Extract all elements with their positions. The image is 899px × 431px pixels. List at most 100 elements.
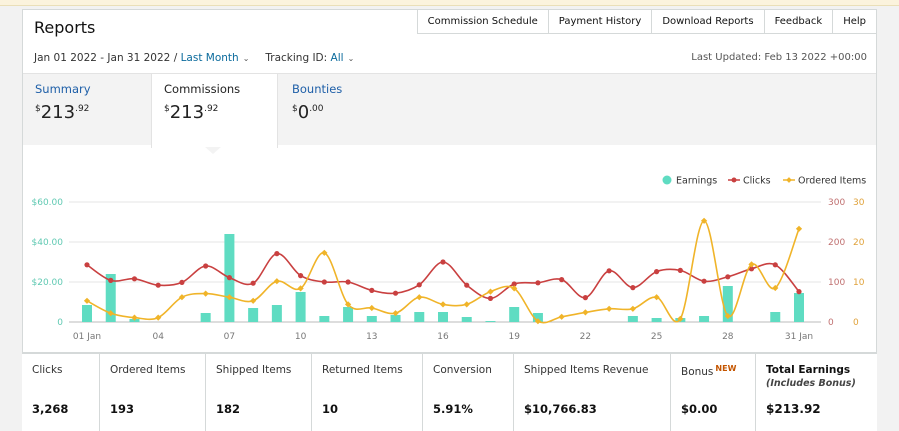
stat-label: Shipped Items Revenue	[524, 364, 649, 376]
ordered-items-point	[558, 313, 565, 320]
ordered-items-point	[250, 297, 257, 304]
clicks-point	[298, 273, 304, 279]
ordered-items-point	[463, 301, 470, 308]
stat-label: Returned Items	[322, 364, 403, 376]
x-tick-label: 19	[508, 332, 520, 342]
stat-bonus: Bonus NEW $0.00	[671, 354, 756, 431]
stat-value: 193	[110, 402, 135, 416]
legend-label: Earnings	[676, 176, 717, 187]
tab-commissions[interactable]: Commissions $213.92	[151, 74, 278, 148]
y-clicks-tick-label: 300	[828, 198, 845, 208]
x-tick-label: 10	[295, 332, 307, 342]
earnings-bar	[105, 274, 116, 322]
x-tick-label: 22	[580, 332, 591, 342]
clicks-point	[416, 282, 422, 288]
clicks-point	[345, 279, 351, 285]
earnings-bar	[366, 316, 377, 322]
ordered-items-point	[487, 288, 494, 295]
clicks-point	[440, 259, 446, 265]
clicks-point	[701, 278, 707, 284]
clicks-point	[155, 282, 161, 288]
stat-label: Total Earnings	[766, 364, 851, 376]
earnings-bar	[461, 317, 472, 322]
clicks-point	[582, 295, 589, 301]
tab-summary-label[interactable]: Summary	[35, 82, 91, 96]
tab-bounties-label[interactable]: Bounties	[292, 82, 343, 96]
filters-bar: Jan 01 2022 - Jan 31 2022 / Last Month ⌄…	[34, 52, 370, 64]
stat-value: 3,268	[32, 402, 69, 416]
y-clicks-tick-label: 100	[828, 278, 845, 288]
top-strip	[0, 0, 899, 6]
earnings-chart: 0 0 0 $20.00 100 10 $40.00 200 20 $60.00 300 30 01 J…	[32, 175, 866, 342]
nav-payment-history[interactable]: Payment History	[547, 10, 652, 33]
tab-summary[interactable]: Summary $213.92	[23, 74, 151, 146]
earnings-bar	[627, 316, 638, 322]
legend-label: Ordered Items	[798, 176, 866, 187]
ordered-items-point	[606, 305, 613, 312]
clicks-point	[179, 279, 185, 285]
chevron-down-icon[interactable]: ⌄	[347, 53, 355, 63]
earnings-bar	[248, 308, 259, 322]
earnings-bar	[343, 307, 354, 322]
clicks-point	[108, 277, 114, 283]
stat-value: $213.92	[766, 402, 821, 416]
earnings-bar	[295, 292, 306, 322]
y-left-tick-label: $60.00	[32, 198, 64, 208]
period-dropdown[interactable]: Last Month	[180, 52, 239, 64]
clicks-point	[654, 269, 660, 275]
clicks-point	[606, 268, 612, 274]
nav-help[interactable]: Help	[832, 10, 876, 33]
y-items-tick-label: 10	[853, 278, 865, 288]
legend-marker	[662, 175, 672, 185]
earnings-bar	[485, 321, 496, 322]
nav-commission-schedule[interactable]: Commission Schedule	[417, 10, 548, 33]
ordered-items-point	[83, 297, 91, 304]
nav-feedback[interactable]: Feedback	[763, 10, 833, 33]
legend-marker	[786, 177, 792, 183]
earnings-bar	[532, 313, 543, 322]
tab-commissions-value: $213.92	[164, 102, 219, 123]
clicks-point	[84, 262, 90, 268]
earnings-bar	[722, 286, 733, 322]
stat-returned-items: Returned Items 10	[312, 354, 423, 431]
tracking-label: Tracking ID:	[265, 52, 328, 64]
nav-download-reports[interactable]: Download Reports	[651, 10, 764, 33]
chevron-down-icon[interactable]: ⌄	[242, 53, 250, 63]
earnings-bar	[438, 312, 448, 322]
earnings-bar	[319, 316, 330, 322]
clicks-point	[203, 263, 209, 269]
reports-panel: Reports Commission Schedule Payment Hist…	[22, 9, 877, 431]
earnings-bar	[699, 316, 710, 322]
summary-tabs: Summary $213.92 Commissions $213.92 Boun…	[23, 73, 876, 148]
stats-bar: Clicks 3,268 Ordered Items 193 Shipped I…	[22, 352, 877, 431]
clicks-point	[559, 277, 565, 283]
stat-label: Bonus NEW	[681, 364, 737, 378]
x-tick-label: 28	[722, 332, 734, 342]
y-clicks-tick-label: 200	[828, 238, 845, 248]
y-clicks-tick-label: 0	[828, 318, 834, 328]
stat-ordered-items: Ordered Items 193	[100, 354, 206, 431]
legend-label: Clicks	[743, 176, 771, 187]
stat-value: 10	[322, 402, 339, 416]
clicks-point	[321, 279, 327, 285]
clicks-point	[748, 266, 755, 272]
earnings-bar	[414, 312, 425, 322]
ordered-items-point	[368, 304, 375, 312]
clicks-point	[392, 290, 399, 296]
clicks-point	[274, 251, 280, 257]
x-tick-label: 16	[437, 332, 449, 342]
clicks-point	[369, 287, 375, 293]
stat-sublabel: (Includes Bonus)	[766, 378, 856, 389]
earnings-bar	[509, 307, 520, 322]
clicks-point	[487, 295, 494, 301]
top-nav: Commission Schedule Payment History Down…	[416, 9, 877, 34]
tracking-dropdown[interactable]: All	[330, 52, 344, 64]
tab-bounties[interactable]: Bounties $0.00	[280, 74, 408, 146]
tab-commissions-label[interactable]: Commissions	[164, 82, 241, 96]
ordered-items-point	[273, 278, 280, 285]
earnings-bar	[794, 293, 804, 322]
earnings-bar	[390, 315, 401, 322]
x-tick-label: 07	[224, 332, 235, 342]
ordered-items-point	[439, 301, 447, 308]
clicks-point	[535, 280, 541, 286]
